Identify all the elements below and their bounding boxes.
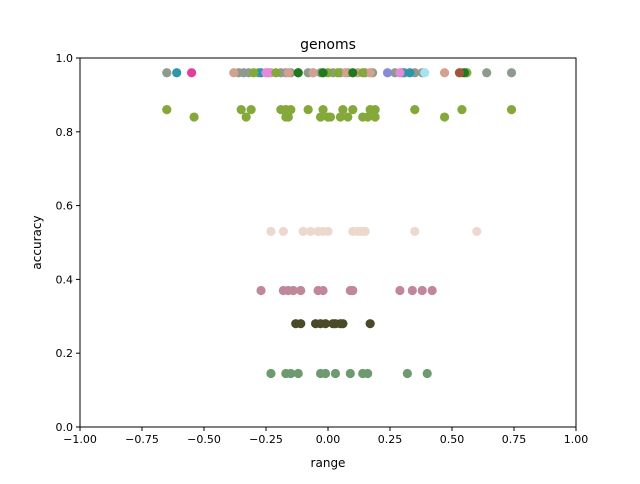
data-point [318,105,328,115]
data-point [338,319,348,329]
data-point [283,68,293,78]
data-point [363,368,373,379]
data-point [323,226,333,237]
y-axis-label: accuracy [30,215,44,269]
chart-title: genoms [300,37,356,53]
data-point [256,285,266,296]
data-point [236,105,246,115]
data-point [348,68,358,78]
data-point [320,368,331,379]
x-tick-label: −0.50 [187,433,221,446]
data-point [457,105,467,115]
data-point [472,226,482,237]
data-point [278,226,288,237]
y-tick-label: 0.6 [56,200,74,213]
data-point [293,368,303,379]
data-point [360,226,370,237]
data-point [420,68,430,78]
data-point [320,319,331,329]
data-point [315,112,326,122]
data-point [340,68,350,78]
data-point [187,68,197,78]
data-point [370,112,380,122]
data-point [343,112,353,122]
data-point [333,68,343,78]
data-point [365,319,375,329]
data-point [271,68,281,78]
y-tick-label: 0.4 [56,273,74,286]
x-tick-label: 1.00 [564,433,589,446]
x-tick-label: 0.50 [440,433,465,446]
data-point [363,112,373,122]
x-axis-ticks: −1.00 −0.75 −0.50 −0.25 0.00 0.25 0.50 0.75 1.00 [63,427,588,446]
y-tick-label: 1.0 [56,52,74,65]
data-point [358,68,368,78]
data-point [293,68,303,78]
data-point [395,68,405,78]
y-tick-label: 0.0 [56,421,74,434]
data-point [395,285,405,296]
x-axis-label: range [311,456,346,470]
data-point [506,105,517,115]
plot-frame [79,57,577,428]
x-tick-label: 0.25 [378,433,403,446]
data-point [246,105,256,115]
data-points [162,68,517,379]
data-point [162,68,172,78]
x-tick-label: 0.75 [502,433,527,446]
data-point [249,68,259,78]
x-tick-label: −0.25 [249,433,283,446]
data-point [348,105,358,115]
data-point [454,68,465,78]
data-point [162,105,172,115]
data-point [427,285,437,296]
y-tick-label: 0.2 [56,347,74,360]
data-point [410,226,420,237]
data-point [482,68,492,78]
data-point [296,285,306,296]
data-point [303,105,313,115]
data-point [189,112,199,122]
y-tick-label: 0.8 [56,126,74,139]
data-point [330,368,341,379]
data-point [338,105,348,115]
data-point [506,68,517,78]
data-point [405,68,415,78]
data-point [266,368,276,379]
data-point [286,105,296,115]
data-point [298,226,308,237]
data-point [345,368,355,379]
data-point [439,112,450,122]
data-point [283,112,293,122]
data-point [410,105,420,115]
y-axis-ticks: 0.0 0.2 0.4 0.6 0.8 1.0 [56,52,80,434]
data-point [288,285,298,296]
data-point [172,68,182,78]
data-point [370,105,380,115]
data-point [382,68,393,78]
data-point [335,112,345,122]
data-point [407,285,417,296]
data-point [325,112,336,122]
data-point [439,68,450,78]
data-point [308,68,318,78]
data-point [417,285,427,296]
x-tick-label: 0.00 [316,433,341,446]
data-point [318,285,328,296]
data-point [286,368,296,379]
data-point [422,368,432,379]
data-point [348,285,358,296]
data-point [296,319,306,329]
data-point [266,226,276,237]
x-tick-label: −0.75 [125,433,159,446]
data-point [306,226,316,237]
data-point [402,368,412,379]
data-point [318,68,328,78]
data-point [229,68,239,78]
x-tick-label: −1.00 [63,433,97,446]
data-point [241,112,251,122]
data-point [365,68,375,78]
